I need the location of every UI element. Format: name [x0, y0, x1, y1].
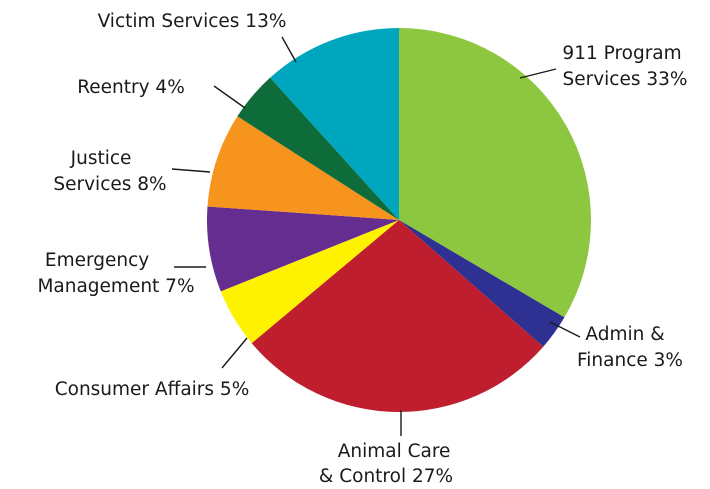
pie-slice-victim-services-13 — [270, 28, 399, 220]
pie-slice-admin-finance-3 — [399, 220, 565, 347]
label-line: Admin & — [585, 324, 664, 345]
leader-victim-services — [281, 36, 297, 63]
label-victim-services: Victim Services 13% — [98, 11, 287, 32]
leader-admin-finance — [549, 321, 581, 338]
label-line: Consumer Affairs 5% — [55, 379, 250, 400]
label-line: Animal Care — [338, 441, 451, 462]
pie-slice-reentry-4 — [237, 77, 399, 220]
leader-justice-services — [171, 168, 211, 173]
label-animal-care-control: Animal Care & Control 27% — [319, 441, 456, 487]
label-consumer-affairs: Consumer Affairs 5% — [55, 379, 250, 400]
pie-slice-911-program-services-33 — [399, 28, 592, 318]
label-line: Reentry 4% — [77, 77, 185, 98]
label-emergency-management: Emergency Management 7% — [37, 250, 194, 297]
pie-slice-animal-care-control-27 — [251, 220, 544, 413]
leader-911-program-services — [519, 68, 557, 79]
label-line: Justice — [70, 148, 132, 169]
pie-slice-emergency-management-7 — [207, 206, 399, 292]
label-line: Services 8% — [53, 174, 166, 195]
slice-labels: 911 Program Services 33% Admin & Finance… — [37, 11, 687, 487]
label-admin-finance: Admin & Finance 3% — [577, 324, 683, 371]
label-911-program-services: 911 Program Services 33% — [562, 43, 687, 90]
leader-reentry — [213, 85, 246, 109]
label-line: 911 Program — [562, 43, 681, 64]
pie-slice-consumer-affairs-5 — [220, 220, 399, 344]
pie-slice-justice-services-8 — [207, 116, 399, 220]
label-line: & Control 27% — [319, 466, 453, 487]
label-line: Management 7% — [37, 276, 194, 297]
label-line: Emergency — [45, 250, 149, 271]
label-justice-services: Justice Services 8% — [53, 148, 166, 195]
label-reentry: Reentry 4% — [77, 77, 185, 98]
pie-slices — [207, 28, 592, 413]
label-line: Victim Services 13% — [98, 11, 287, 32]
label-line: Finance 3% — [577, 350, 683, 371]
leader-consumer-affairs — [221, 337, 248, 369]
leader-lines — [171, 36, 581, 436]
label-line: Services 33% — [562, 69, 687, 90]
